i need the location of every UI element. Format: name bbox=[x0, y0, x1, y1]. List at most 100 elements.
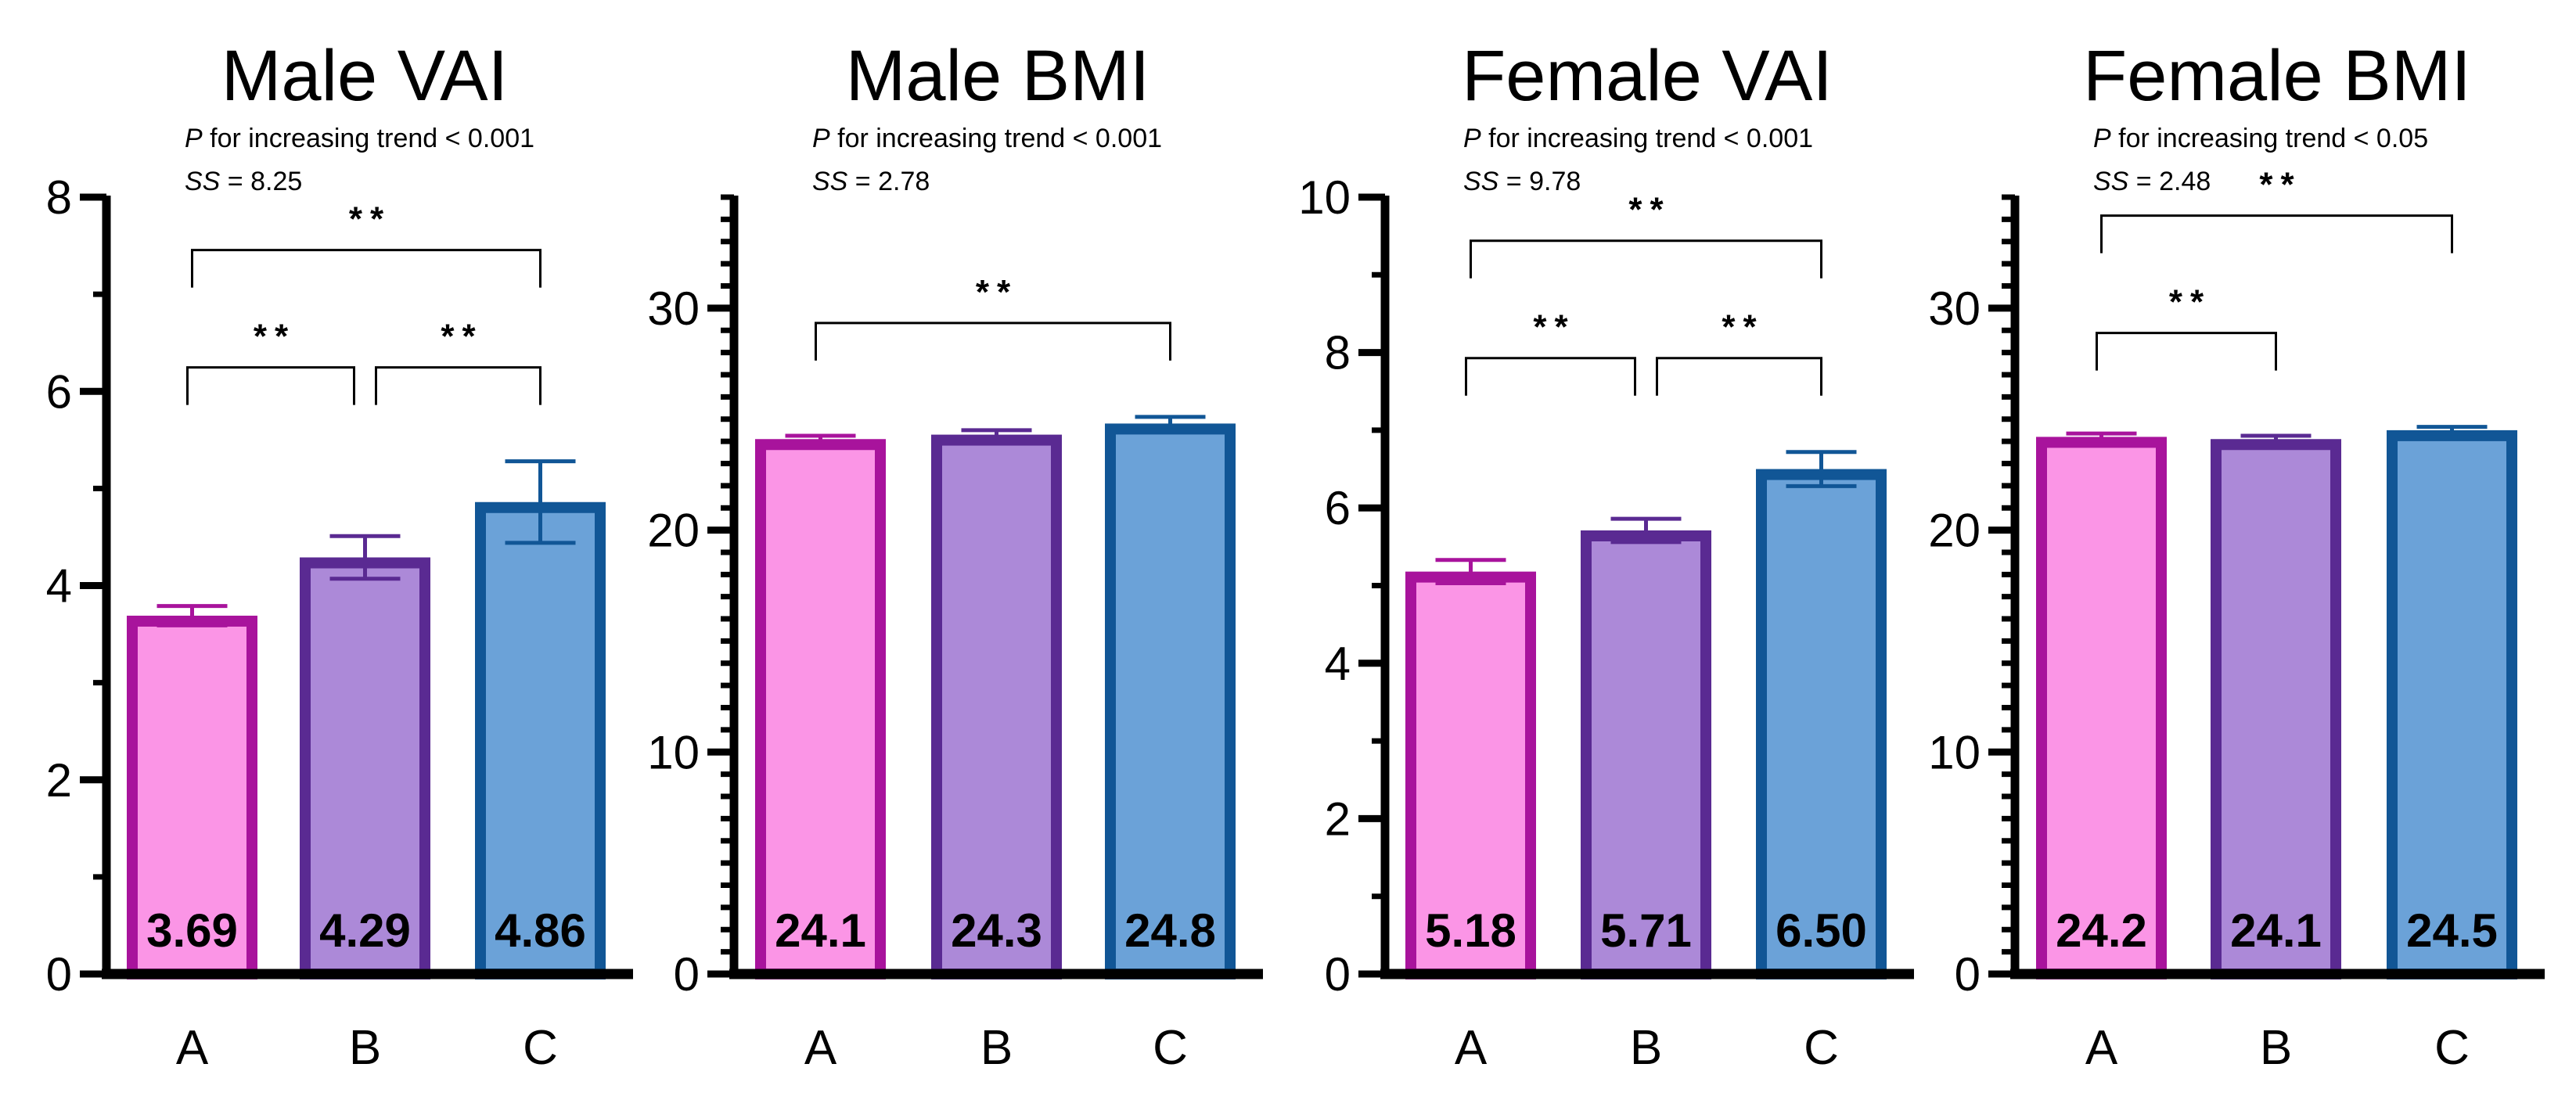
significance-stars: ** bbox=[349, 200, 391, 239]
significance-bracket bbox=[1470, 239, 1822, 279]
y-tick-label: 0 bbox=[1955, 948, 1981, 1001]
y-tick-label: 10 bbox=[1928, 726, 1981, 778]
y-tick-label: 6 bbox=[1325, 482, 1351, 534]
y-tick-label: 4 bbox=[46, 560, 72, 613]
chart-panel-0: Male VAI P for increasing trend < 0.001 SS… bbox=[46, 36, 633, 1075]
x-tick-label-C: C bbox=[1804, 1021, 1839, 1075]
x-tick-label-B: B bbox=[2260, 1021, 2292, 1075]
x-tick-label-A: A bbox=[2085, 1021, 2118, 1075]
significance-bracket bbox=[1465, 357, 1636, 396]
chart-title: Male VAI bbox=[221, 36, 508, 116]
x-tick-label-A: A bbox=[176, 1021, 209, 1075]
y-tick-label: 20 bbox=[1928, 505, 1981, 557]
ss-value: = 2.78 bbox=[847, 167, 930, 196]
significance-bracket bbox=[1656, 357, 1822, 396]
y-tick-label: 30 bbox=[1928, 282, 1981, 335]
bar-C bbox=[1105, 423, 1236, 979]
significance-bracket bbox=[2096, 332, 2277, 371]
value-label-C: 6.50 bbox=[1775, 904, 1867, 957]
bar-A bbox=[755, 439, 886, 979]
value-label-A: 24.2 bbox=[2056, 904, 2147, 957]
trend-rest: for increasing trend < 0.001 bbox=[830, 124, 1162, 153]
y-tick-label: 8 bbox=[46, 171, 72, 224]
y-tick-label: 4 bbox=[1325, 638, 1351, 690]
y-tick-label: 10 bbox=[1298, 171, 1351, 224]
trend-p: P bbox=[1463, 124, 1481, 153]
value-label-B: 4.29 bbox=[319, 904, 411, 957]
trend-text: P for increasing trend < 0.001 bbox=[185, 124, 534, 153]
chart-panel-2: Female VAI P for increasing trend < 0.001… bbox=[1298, 36, 1914, 1075]
significance-stars: ** bbox=[2169, 283, 2211, 322]
trend-rest: for increasing trend < 0.05 bbox=[2111, 124, 2428, 153]
y-tick-label: 2 bbox=[1325, 793, 1351, 845]
value-label-A: 3.69 bbox=[146, 904, 238, 957]
significance-bracket bbox=[2100, 214, 2453, 253]
significance-stars: ** bbox=[1533, 308, 1575, 347]
significance-bracket bbox=[375, 366, 541, 405]
significance-bracket bbox=[815, 322, 1171, 361]
ss-text: SS = 2.48 bbox=[2093, 167, 2211, 196]
significance-stars: ** bbox=[976, 273, 1018, 311]
y-tick-label: 2 bbox=[46, 754, 72, 807]
y-tick-label: 10 bbox=[647, 726, 700, 778]
bar-C bbox=[1756, 469, 1887, 979]
chart-title: Female BMI bbox=[2083, 36, 2471, 116]
significance-bracket bbox=[191, 249, 541, 288]
x-tick-label-C: C bbox=[523, 1021, 558, 1075]
y-tick-label: 0 bbox=[46, 948, 72, 1001]
ss-label: SS bbox=[812, 167, 848, 196]
y-tick-label: 0 bbox=[1325, 948, 1351, 1001]
ss-text: SS = 2.78 bbox=[812, 167, 930, 196]
significance-bracket bbox=[186, 366, 355, 405]
significance-stars: ** bbox=[2259, 166, 2301, 204]
significance-stars: ** bbox=[1628, 191, 1671, 229]
x-tick-label-B: B bbox=[349, 1021, 381, 1075]
bar-B bbox=[2211, 439, 2341, 979]
ss-value: = 9.78 bbox=[1498, 167, 1581, 196]
chart-title: Female VAI bbox=[1462, 36, 1833, 116]
y-tick-label: 0 bbox=[674, 948, 700, 1001]
chart-title: Male BMI bbox=[846, 36, 1150, 116]
significance-stars: ** bbox=[441, 318, 483, 356]
ss-text: SS = 8.25 bbox=[185, 167, 302, 196]
x-tick-label-C: C bbox=[2434, 1021, 2470, 1075]
x-tick-label-A: A bbox=[804, 1021, 837, 1075]
value-label-A: 24.1 bbox=[775, 904, 866, 957]
trend-text: P for increasing trend < 0.001 bbox=[1463, 124, 1813, 153]
value-label-A: 5.18 bbox=[1425, 904, 1516, 957]
y-tick-label: 30 bbox=[647, 282, 700, 335]
trend-rest: for increasing trend < 0.001 bbox=[203, 124, 534, 153]
value-label-B: 5.71 bbox=[1600, 904, 1692, 957]
value-label-B: 24.3 bbox=[951, 904, 1042, 957]
y-tick-label: 6 bbox=[46, 365, 72, 418]
chart-panel-1: Male BMI P for increasing trend < 0.001 SS… bbox=[647, 36, 1263, 1075]
bar-C bbox=[2387, 430, 2517, 979]
x-tick-label-B: B bbox=[980, 1021, 1013, 1075]
y-tick-label: 20 bbox=[647, 505, 700, 557]
trend-text: P for increasing trend < 0.05 bbox=[2093, 124, 2428, 153]
ss-label: SS bbox=[185, 167, 221, 196]
bar-B bbox=[931, 434, 1062, 979]
value-label-C: 4.86 bbox=[495, 904, 586, 957]
x-tick-label-B: B bbox=[1630, 1021, 1662, 1075]
trend-p: P bbox=[812, 124, 830, 153]
value-label-C: 24.5 bbox=[2406, 904, 2498, 957]
y-tick-label: 8 bbox=[1325, 327, 1351, 379]
trend-rest: for increasing trend < 0.001 bbox=[1481, 124, 1813, 153]
trend-p: P bbox=[2093, 124, 2111, 153]
significance-stars: ** bbox=[254, 318, 296, 356]
significance-stars: ** bbox=[1722, 308, 1764, 347]
ss-label: SS bbox=[1463, 167, 1499, 196]
trend-p: P bbox=[185, 124, 203, 153]
ss-label: SS bbox=[2093, 167, 2129, 196]
chart-panel-3: Female BMI P for increasing trend < 0.05 S… bbox=[1928, 36, 2545, 1075]
ss-value: = 2.48 bbox=[2128, 167, 2211, 196]
bar-A bbox=[2036, 437, 2167, 979]
trend-text: P for increasing trend < 0.001 bbox=[812, 124, 1162, 153]
ss-value: = 8.25 bbox=[220, 167, 302, 196]
x-tick-label-A: A bbox=[1455, 1021, 1488, 1075]
x-tick-label-C: C bbox=[1153, 1021, 1188, 1075]
ss-text: SS = 9.78 bbox=[1463, 167, 1581, 196]
value-label-C: 24.8 bbox=[1124, 904, 1216, 957]
